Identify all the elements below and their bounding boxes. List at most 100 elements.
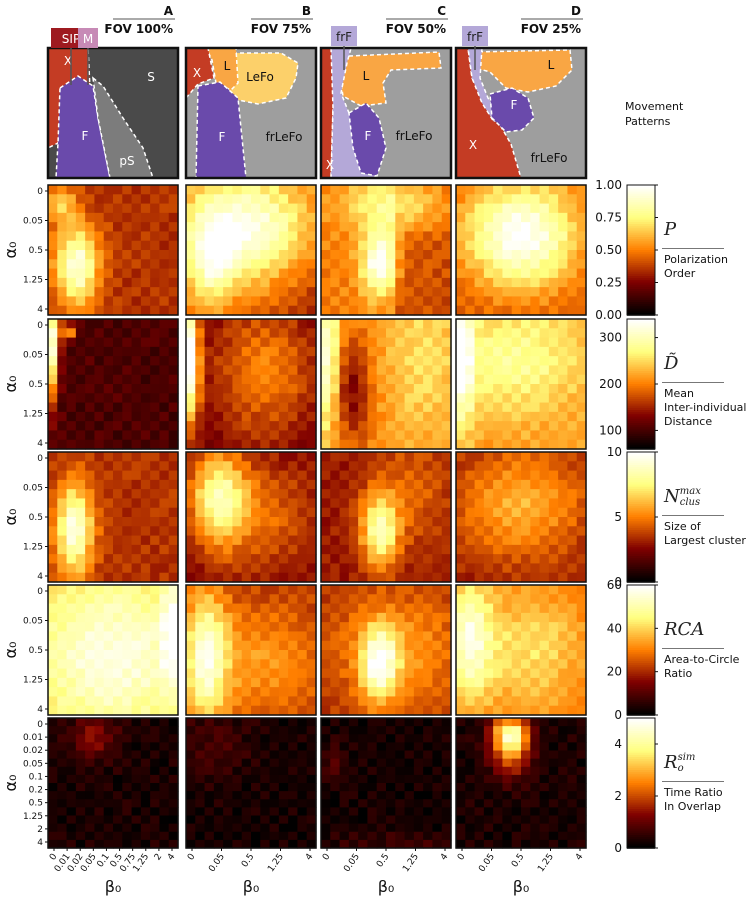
heatmap-cell <box>548 572 559 583</box>
heatmap-cell <box>441 421 452 432</box>
heatmap-cell <box>493 677 504 688</box>
colorbar-step <box>627 837 655 841</box>
heatmap-cell <box>511 470 522 481</box>
heatmap-cell <box>297 421 308 432</box>
heatmap-cell <box>567 259 578 270</box>
heatmap-cell <box>288 815 299 825</box>
heatmap-cell <box>539 650 550 660</box>
colorbar-step <box>627 798 655 802</box>
heatmap-cell <box>321 461 331 472</box>
heatmap-cell <box>348 677 359 688</box>
heatmap-cell <box>441 677 452 688</box>
heatmap-cell <box>140 212 151 223</box>
heatmap-cell <box>159 346 170 357</box>
heatmap-cell <box>441 305 452 316</box>
heatmap-cell <box>483 287 494 298</box>
heatmap-cell <box>558 365 569 376</box>
heatmap-cell <box>288 799 299 808</box>
heatmap-cell <box>339 631 350 642</box>
heatmap-cell <box>548 430 559 441</box>
heatmap-cell <box>465 411 476 422</box>
heatmap-cell <box>269 631 280 642</box>
heatmap-cell <box>395 831 406 841</box>
heatmap-cell <box>94 319 105 329</box>
heatmap-cell <box>456 296 466 307</box>
heatmap-cell <box>358 337 369 348</box>
heatmap-cell <box>85 517 96 527</box>
heatmap-cell <box>131 222 142 233</box>
heatmap-cell <box>413 640 424 651</box>
pattern-regions <box>456 48 586 178</box>
heatmap-cell <box>321 791 331 800</box>
heatmap-cell <box>260 470 271 481</box>
colorbar-step <box>627 414 655 418</box>
heatmap-cell <box>66 194 77 205</box>
heatmap-cell <box>321 374 331 385</box>
heatmap-cell <box>358 631 369 642</box>
heatmap-cell <box>213 659 224 670</box>
region-label: X <box>469 138 477 152</box>
heatmap-cell <box>567 319 578 329</box>
heatmap-cell <box>204 742 215 752</box>
heatmap-cell <box>474 799 485 808</box>
heatmap-cell <box>530 696 541 707</box>
heatmap-cell <box>57 535 68 546</box>
heatmap-cell <box>530 668 541 679</box>
heatmap-cell <box>413 554 424 565</box>
heatmap-cell <box>423 612 434 623</box>
heatmap-cell <box>57 212 68 223</box>
heatmap-cell <box>306 402 317 413</box>
heatmap-cell <box>539 356 550 367</box>
heatmap-cell <box>159 612 170 623</box>
heatmap-cell <box>232 544 243 555</box>
heatmap-cell <box>483 563 494 574</box>
heatmap-cell <box>521 346 531 357</box>
heatmap-cell <box>306 687 317 698</box>
heatmap-cell <box>558 783 569 792</box>
colorbar-step <box>627 757 655 760</box>
heatmap-cell <box>358 791 369 800</box>
heatmap-cell <box>432 839 443 849</box>
heatmap-cell <box>260 259 271 270</box>
heatmap-cell <box>223 726 234 735</box>
heatmap-cell <box>251 365 261 376</box>
heatmap-cell <box>278 823 289 833</box>
heatmap-cell <box>213 585 224 595</box>
heatmap-cell <box>432 544 443 555</box>
heatmap-cell <box>213 356 224 367</box>
heatmap-cell <box>232 185 243 195</box>
heatmap-cell <box>168 259 179 270</box>
heatmap-cell <box>567 791 578 800</box>
heatmap-cell <box>75 622 86 633</box>
heatmap-cell <box>168 194 179 205</box>
heatmap-cell <box>213 268 224 279</box>
heatmap-cell <box>548 384 559 394</box>
heatmap-cell <box>251 439 261 450</box>
heatmap-cell <box>204 461 215 472</box>
heatmap-cell <box>306 250 317 260</box>
heatmap-cell <box>367 452 378 462</box>
heatmap-cell <box>241 430 252 441</box>
heatmap-cell <box>288 384 299 394</box>
heatmap-cell <box>376 758 387 768</box>
heatmap-cell <box>376 554 387 565</box>
heatmap-cell <box>474 365 485 376</box>
heatmap-cell <box>521 430 531 441</box>
heatmap-cell <box>339 659 350 670</box>
heatmap-cell <box>483 659 494 670</box>
heatmap-cell <box>168 563 179 574</box>
heatmap-cell <box>269 231 280 242</box>
heatmap-cell <box>483 430 494 441</box>
heatmap-cell <box>483 240 494 251</box>
heatmap-cell <box>57 240 68 251</box>
heatmap-cell <box>94 839 105 849</box>
x-tick-label: 0 <box>186 852 198 863</box>
colorbar-tick-label: 0 <box>614 575 622 589</box>
heatmap-cell <box>140 296 151 307</box>
heatmap-cell <box>548 668 559 679</box>
heatmap-cell <box>530 572 541 583</box>
heatmap-cell <box>423 337 434 348</box>
heatmap-cell <box>539 430 550 441</box>
heatmap-cell <box>502 535 513 546</box>
heatmap-cell <box>432 563 443 574</box>
